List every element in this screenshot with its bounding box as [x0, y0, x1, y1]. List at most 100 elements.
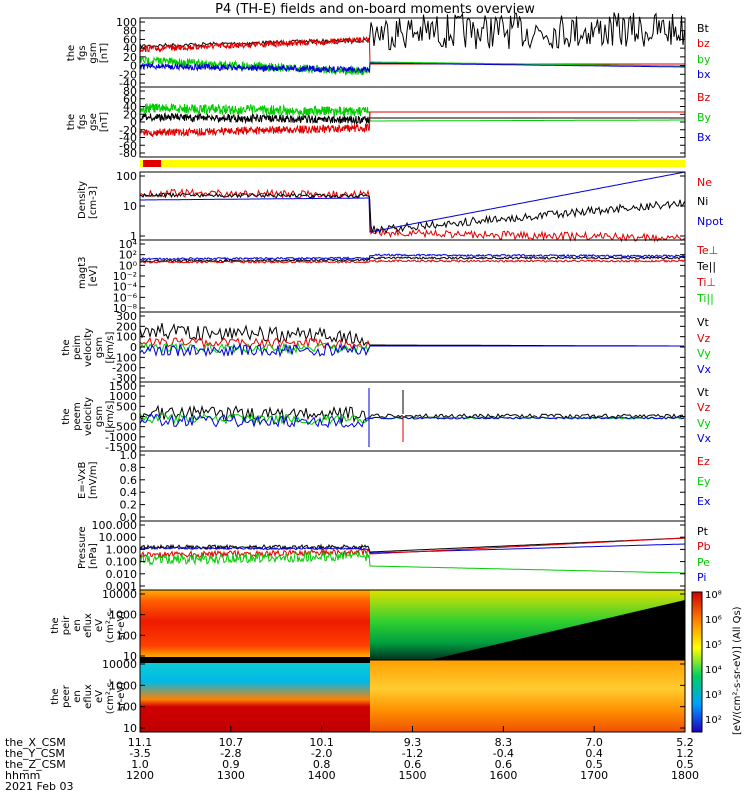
y-axis-label-line: eflux	[82, 683, 94, 709]
y-tick-label: 10⁻²	[113, 270, 137, 283]
footer-row-label: hhmm	[5, 769, 41, 782]
legend-ion-velocity-2: Vy	[697, 347, 711, 361]
y-tick-label: -20	[119, 68, 137, 81]
panel-frame-efield	[139, 450, 686, 522]
legend-fgs-gse-0: Bz	[697, 91, 711, 104]
footer-value: 0.4	[585, 747, 603, 760]
y-tick-label: 0	[130, 60, 137, 73]
y-axis-label-temperature: magt3 [eV]	[77, 257, 99, 290]
footer-value: 9.3	[403, 736, 422, 749]
y-tick-label: 1.000	[106, 543, 138, 556]
footer-value: 1600	[489, 769, 518, 782]
series-line-fgs-gsm-3	[139, 62, 685, 74]
y-tick-label: 1000	[109, 609, 137, 622]
series-line-electron-velocity-18	[139, 412, 685, 426]
footer-value: 1200	[126, 769, 154, 782]
y-tick-label: 200	[116, 320, 137, 333]
y-axis-label-line: peim	[71, 334, 83, 360]
panel-frame-fgs-gse	[139, 86, 686, 158]
series-line-fgs-gse-4	[139, 103, 685, 122]
y-tick-label: 40	[123, 101, 137, 114]
footer-row-label: the_Z_CSM	[5, 758, 66, 771]
footer-value: 1300	[216, 769, 245, 782]
ion-spectrogram-low-flux	[430, 600, 685, 660]
y-tick-label: 40	[123, 42, 137, 55]
y-axis-label-line: en	[71, 618, 83, 632]
y-axis-label-line: peer	[60, 684, 72, 708]
y-axis-label-fgs-gsm: the fgs gsm [nT]	[66, 29, 110, 77]
y-tick-label: 10	[123, 200, 137, 213]
footer-value: 0.6	[403, 758, 422, 771]
y-tick-label: 0.6	[120, 474, 138, 487]
footer-value: 0.5	[676, 758, 694, 771]
y-axis-label-line: gsm	[93, 336, 105, 358]
legend-efield-0: Ez	[697, 455, 710, 468]
footer-value: 10.1	[309, 736, 334, 749]
y-axis-label-line: [km/s]	[104, 400, 116, 433]
y-axis-label-electron-spectrogram: the peer en eflux eV (cm²-s-sr-eV)	[50, 656, 127, 737]
y-tick-label: -40	[119, 77, 137, 90]
y-axis-label-line: Density	[77, 180, 88, 219]
colorbar-tick-label: 10⁶	[705, 615, 722, 626]
legend-fgs-gse-1: By	[697, 111, 712, 124]
colorbar	[691, 591, 703, 733]
y-tick-label: 1500	[109, 380, 137, 393]
y-tick-label: 80	[123, 85, 137, 98]
series-line-pressure-22	[139, 537, 686, 559]
legend-electron-velocity-3: Vx	[697, 432, 712, 445]
footer-value: -2.8	[220, 747, 242, 760]
footer-value: 1400	[307, 769, 336, 782]
footer-value: 7.0	[585, 736, 603, 749]
y-tick-label: 100	[116, 701, 137, 714]
y-tick-label: 20	[123, 108, 137, 121]
y-tick-label: 0.010	[106, 568, 138, 581]
series-line-ion-velocity-16	[139, 342, 684, 358]
footer-date: 2021 Feb 03	[5, 780, 74, 793]
footer-value: 11.1	[127, 736, 153, 749]
y-axis-label-line: [nT]	[99, 42, 110, 63]
y-axis-label-line: en	[71, 689, 83, 703]
panel-frame-temperature	[139, 239, 686, 313]
legend-density-1: Ni	[697, 195, 709, 209]
y-axis-label-line: the	[66, 113, 77, 131]
footer-value: -0.4	[492, 747, 515, 760]
legend-pressure-0: Pt	[697, 525, 708, 538]
legend-efield-2: Ex	[697, 495, 711, 508]
series-line-density-7	[139, 188, 685, 243]
y-tick-label: 500	[116, 400, 137, 413]
y-tick-label: 1000	[109, 390, 137, 403]
series-line-temperature-12	[139, 259, 686, 264]
electron-spectrogram-post-crossing	[370, 660, 685, 732]
legend-electron-velocity-0: Vt	[697, 386, 709, 399]
footer-value: 8.3	[494, 736, 513, 749]
y-tick-label: -40	[119, 132, 137, 145]
legend-density-2: Npot	[697, 214, 724, 228]
y-axis-label-pressure: Pressure [nPa]	[77, 526, 99, 569]
legend-fgs-gsm-2: by	[697, 52, 711, 66]
y-axis-label-ion-velocity: the peim velocity gsm [km/s]	[61, 318, 116, 377]
series-line-fgs-gsm-0	[139, 12, 685, 51]
y-axis-label-line: sr-eV)	[115, 610, 127, 640]
series-line-temperature-11	[139, 256, 686, 263]
y-axis-label-line: gse	[88, 113, 99, 131]
y-tick-label: -1000	[105, 431, 137, 444]
series-line-density-8	[139, 192, 685, 234]
y-tick-label: 10⁻⁸	[113, 302, 138, 315]
footer-row-label: the_X_CSM	[5, 736, 66, 749]
y-axis-label-line: [nT]	[99, 111, 110, 133]
y-tick-label: 0.2	[120, 499, 138, 512]
y-axis-label-fgs-gse: the fgs gse [nT]	[66, 98, 110, 146]
y-tick-label: -80	[119, 147, 137, 160]
y-tick-label: 100	[116, 16, 137, 29]
footer-value: -2.0	[310, 747, 333, 760]
legend-fgs-gsm-0: Bt	[697, 22, 709, 35]
legend-pressure-1: Pb	[697, 540, 711, 554]
y-tick-label: -200	[112, 362, 137, 375]
y-axis-label-density: Density [cm-3]	[77, 180, 99, 219]
legend-efield-1: Ey	[697, 475, 711, 488]
y-axis-label-line: (cm²-s-	[104, 678, 116, 714]
y-tick-label: 20	[123, 51, 137, 64]
y-tick-label: 1	[130, 230, 137, 243]
y-axis-label-line: sr-eV)	[115, 681, 127, 711]
